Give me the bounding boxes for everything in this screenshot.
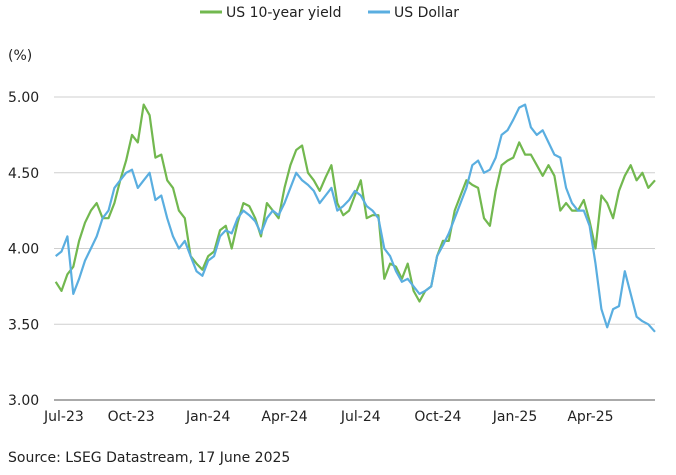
chart: US 10-year yield US Dollar (%) 3.00 3.50 4… — [8, 5, 656, 425]
x-tick-label: Apr-24 — [261, 409, 307, 425]
y-axis-label: (%) — [8, 48, 32, 64]
series-line-yield — [54, 103, 656, 303]
x-tick-label: Jul-24 — [340, 409, 381, 425]
x-tick-label: Oct-23 — [108, 409, 155, 425]
y-tick-label: 3.50 — [8, 317, 39, 333]
y-tick-label: 3.00 — [8, 393, 39, 409]
series-lines — [54, 103, 656, 333]
y-tick-label: 5.00 — [8, 90, 39, 106]
legend-label-yield: US 10-year yield — [226, 5, 341, 21]
y-ticks: 3.00 3.50 4.00 4.50 5.00 — [8, 90, 39, 409]
source-note: Source: LSEG Datastream, 17 June 2025 — [8, 450, 291, 466]
legend: US 10-year yield US Dollar — [200, 5, 459, 21]
legend-label-dollar: US Dollar — [394, 5, 459, 21]
x-tick-label: Jan-25 — [492, 409, 537, 425]
y-tick-label: 4.00 — [8, 242, 39, 258]
x-tick-label: Apr-25 — [567, 409, 613, 425]
x-tick-label: Oct-24 — [414, 409, 461, 425]
x-tick-label: Jan-24 — [185, 409, 231, 425]
x-tick-label: Jul-23 — [43, 409, 84, 425]
y-tick-label: 4.50 — [8, 166, 39, 182]
series-line-dollar — [55, 103, 656, 333]
gridlines — [54, 96, 655, 325]
x-ticks: Jul-23 Oct-23 Jan-24 Apr-24 Jul-24 Oct-24 Jan-… — [43, 409, 614, 425]
